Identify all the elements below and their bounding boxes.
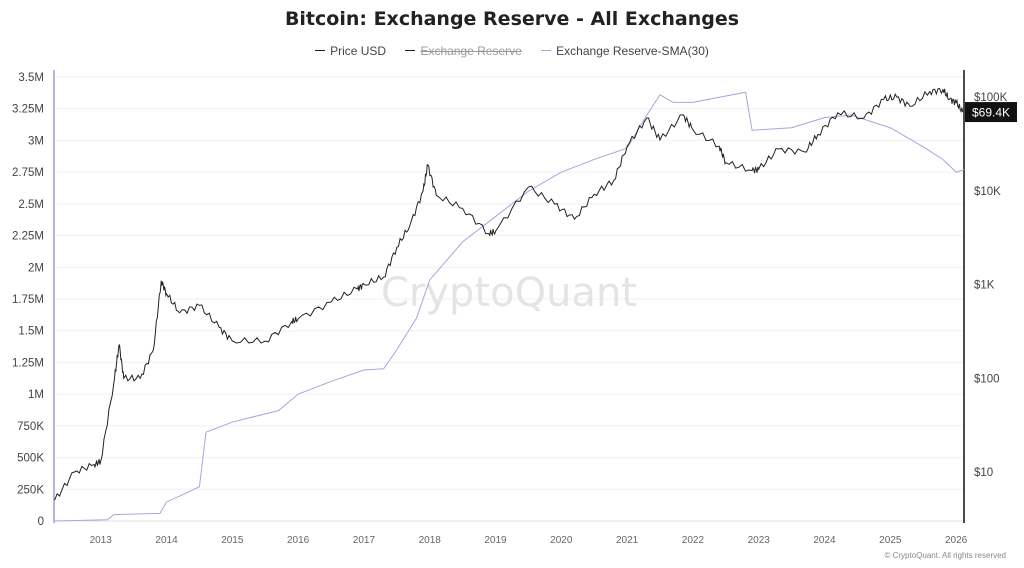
y-left-tick-label: 2M [28, 262, 44, 274]
y-right-tick-label: $100K [974, 92, 1008, 104]
y-left-tick-label: 500K [17, 453, 44, 465]
x-tick-label: 2021 [616, 535, 639, 546]
y-left-tick-label: 2.25M [12, 231, 44, 243]
x-tick-label: 2018 [419, 535, 442, 546]
x-tick-label: 2019 [484, 535, 507, 546]
legend-item-exchange-reserve[interactable]: Exchange Reserve [405, 43, 522, 58]
last-price-badge [965, 102, 1017, 123]
series-line-reserve-sma [53, 91, 965, 522]
legend-swatch [405, 50, 416, 51]
copyright: © CryptoQuant. All rights reserved [884, 551, 1007, 560]
legend-label: Exchange Reserve [420, 43, 522, 58]
legend-label: Exchange Reserve-SMA(30) [556, 43, 709, 58]
y-right-tick-label: $100 [974, 373, 1000, 385]
y-left-tick-label: 3M [28, 135, 44, 147]
x-tick-label: 2023 [748, 535, 771, 546]
y-left-tick-label: 1M [28, 389, 44, 401]
legend-label: Price USD [330, 43, 387, 58]
legend: Price USD Exchange Reserve Exchange Rese… [0, 40, 1024, 58]
legend-swatch [541, 50, 552, 51]
series-line-price [54, 88, 964, 501]
x-tick-label: 2020 [550, 535, 573, 546]
y-left-tick-label: 1.75M [12, 294, 44, 306]
y-left-tick-label: 1.5M [18, 326, 44, 338]
x-tick-label: 2016 [287, 535, 310, 546]
y-right-tick-label: $1K [974, 280, 995, 292]
x-tick-label: 2015 [221, 535, 244, 546]
x-tick-label: 2026 [945, 535, 968, 546]
x-tick-label: 2014 [155, 535, 178, 546]
y-left-tick-label: 0 [38, 516, 44, 528]
y-right-tick-label: $10K [974, 186, 1001, 198]
y-left-tick-label: 750K [17, 421, 44, 433]
x-tick-label: 2022 [682, 535, 705, 546]
x-tick-label: 2013 [90, 535, 113, 546]
x-tick-label: 2017 [353, 535, 376, 546]
y-left-tick-label: 2.5M [18, 199, 44, 211]
y-left-tick-label: 3.5M [18, 72, 44, 84]
legend-item-price[interactable]: Price USD [315, 44, 386, 58]
y-right-tick-label: $10 [974, 467, 993, 479]
legend-item-reserve-sma[interactable]: Exchange Reserve-SMA(30) [541, 44, 709, 58]
x-tick-label: 2024 [813, 535, 836, 546]
last-price-label: $69.4K [972, 106, 1010, 120]
y-left-tick-label: 2.75M [12, 167, 44, 179]
watermark: CryptoQuant [381, 270, 637, 316]
y-left-tick-label: 1.25M [12, 357, 44, 369]
chart-title: Bitcoin: Exchange Reserve - All Exchange… [284, 8, 740, 30]
legend-swatch [315, 50, 326, 51]
y-left-tick-label: 250K [17, 484, 44, 496]
x-tick-label: 2025 [879, 535, 902, 546]
y-left-tick-label: 3.25M [12, 104, 44, 116]
